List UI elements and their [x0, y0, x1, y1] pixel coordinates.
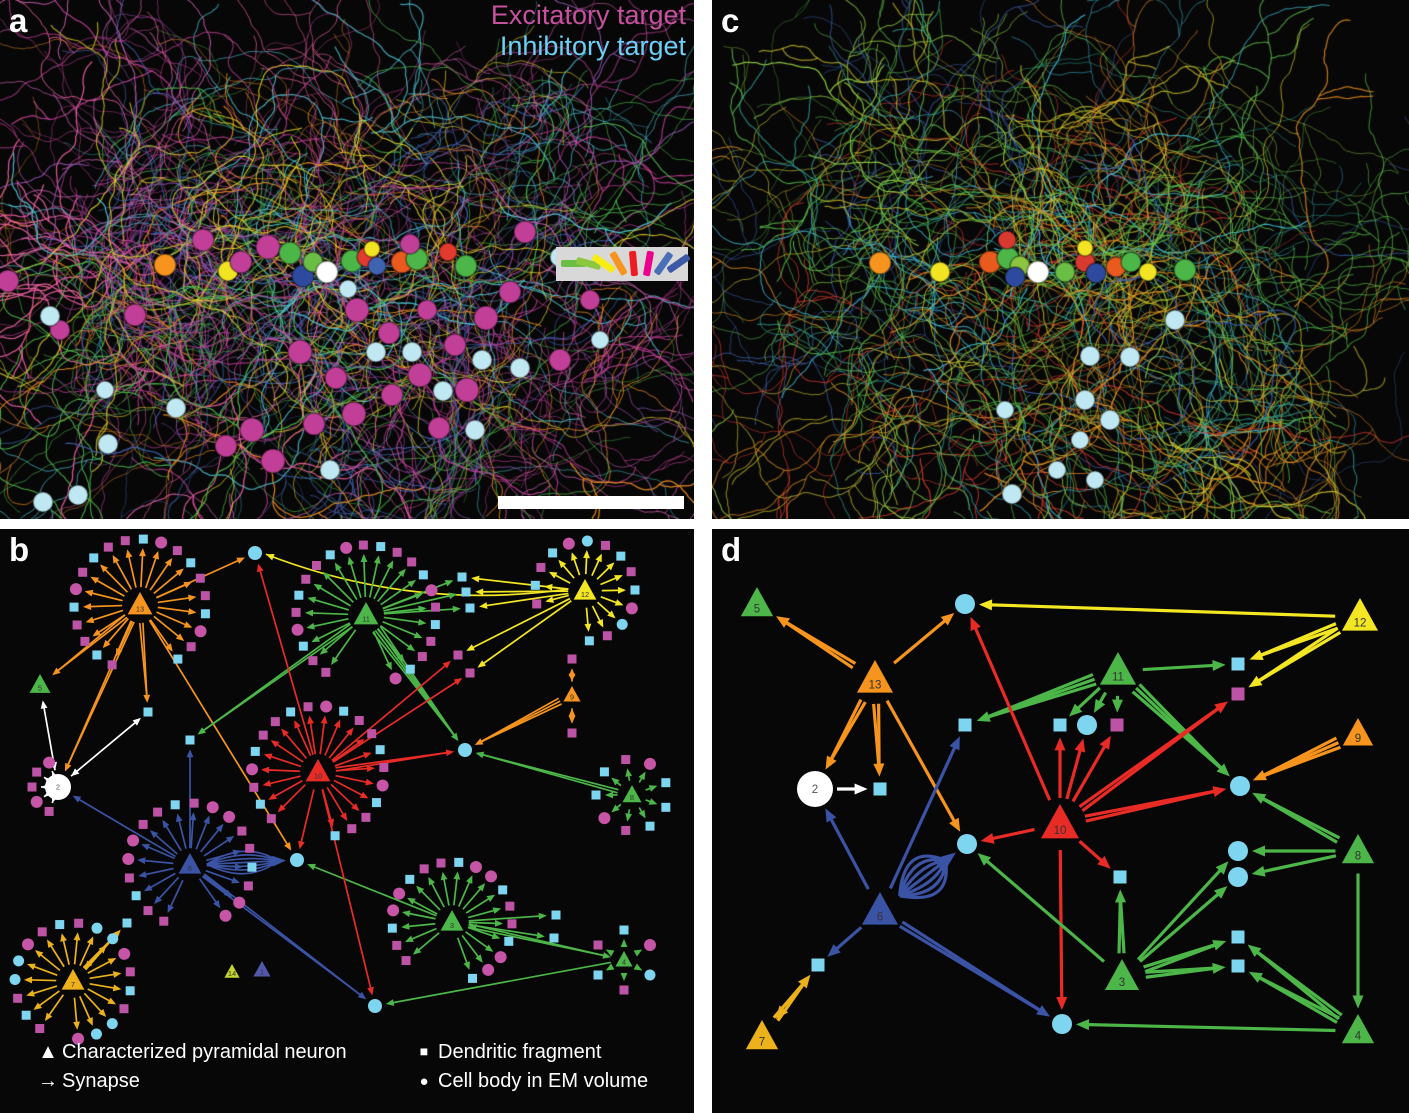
- network-graph-b: 13 5 2 11 12 9 10 8 6 7 3 4 14 1: [9, 534, 671, 1045]
- svg-text:6: 6: [188, 864, 192, 873]
- orientation-color-legend: [556, 247, 691, 281]
- svg-text:9: 9: [570, 693, 574, 702]
- svg-text:13: 13: [136, 605, 144, 614]
- svg-text:8: 8: [630, 793, 634, 802]
- svg-text:3: 3: [1119, 977, 1125, 989]
- svg-text:11: 11: [1112, 672, 1124, 684]
- cell-body-legend-item: ● Cell body in EM volume: [410, 1070, 648, 1093]
- svg-text:9: 9: [1355, 733, 1361, 745]
- svg-text:7: 7: [759, 1037, 765, 1049]
- scale-bar: [498, 496, 684, 509]
- neurite-render-c: [712, 0, 1409, 519]
- dendritic-fragment-legend-item: ■ Dendritic fragment: [410, 1041, 602, 1064]
- orientation-bar: [642, 250, 655, 277]
- svg-text:6: 6: [877, 912, 883, 924]
- svg-text:5: 5: [38, 684, 42, 693]
- svg-text:2: 2: [56, 783, 60, 792]
- svg-text:10: 10: [314, 772, 322, 781]
- inhibitory-target-label: Inhibitory target: [499, 31, 686, 61]
- dendritic-fragment-legend-label: Dendritic fragment: [438, 1041, 602, 1063]
- panel-a-em-reconstruction: a Excitatory target Inhibitory target: [0, 0, 694, 519]
- svg-text:10: 10: [1054, 825, 1067, 837]
- panel-label-a: a: [9, 2, 28, 39]
- svg-text:2: 2: [812, 784, 818, 796]
- svg-text:5: 5: [754, 604, 760, 616]
- synapse-legend-item: → Synapse: [34, 1070, 140, 1093]
- square-icon: ■: [419, 1043, 429, 1059]
- panel-b-connectivity-graph: 13 5 2 11 12 9 10 8 6 7 3 4 14 1 b ▲ Characterized pyr…: [0, 529, 694, 1113]
- circle-icon: ●: [419, 1073, 429, 1090]
- cell-body-legend-label: Cell body in EM volume: [438, 1070, 649, 1092]
- svg-text:12: 12: [1354, 618, 1367, 630]
- pyramidal-neuron-legend-label: Characterized pyramidal neuron: [62, 1041, 347, 1063]
- triangle-icon: ▲: [38, 1041, 58, 1063]
- orientation-bar: [628, 250, 639, 277]
- svg-text:13: 13: [869, 680, 882, 692]
- panel-c-em-reconstruction: c: [712, 0, 1409, 519]
- panel-d-simplified-graph: 5 13 2 12 11 9 10 6 7 3 8 4 d: [712, 529, 1409, 1113]
- pyramidal-neuron-legend-item: ▲ Characterized pyramidal neuron: [34, 1041, 347, 1064]
- svg-text:3: 3: [450, 921, 454, 930]
- panel-label-d: d: [721, 531, 742, 568]
- svg-text:4: 4: [1355, 1031, 1362, 1043]
- svg-text:4: 4: [622, 958, 626, 967]
- svg-text:7: 7: [71, 980, 75, 989]
- orientation-bar: [561, 260, 586, 267]
- arrow-icon: →: [38, 1070, 58, 1092]
- synapse-legend-label: Synapse: [62, 1070, 140, 1092]
- svg-text:8: 8: [1355, 851, 1361, 863]
- excitatory-target-label: Excitatory target: [490, 0, 686, 30]
- panel-label-b: b: [9, 531, 30, 568]
- svg-text:11: 11: [362, 615, 370, 624]
- svg-text:12: 12: [581, 590, 589, 599]
- target-type-legend: Excitatory target Inhibitory target: [491, 0, 686, 62]
- svg-text:14: 14: [228, 969, 236, 978]
- network-graph-d: 5 13 2 12 11 9 10 6 7 3 8 4: [740, 587, 1379, 1050]
- svg-text:1: 1: [260, 968, 264, 977]
- panel-label-c: c: [721, 2, 740, 39]
